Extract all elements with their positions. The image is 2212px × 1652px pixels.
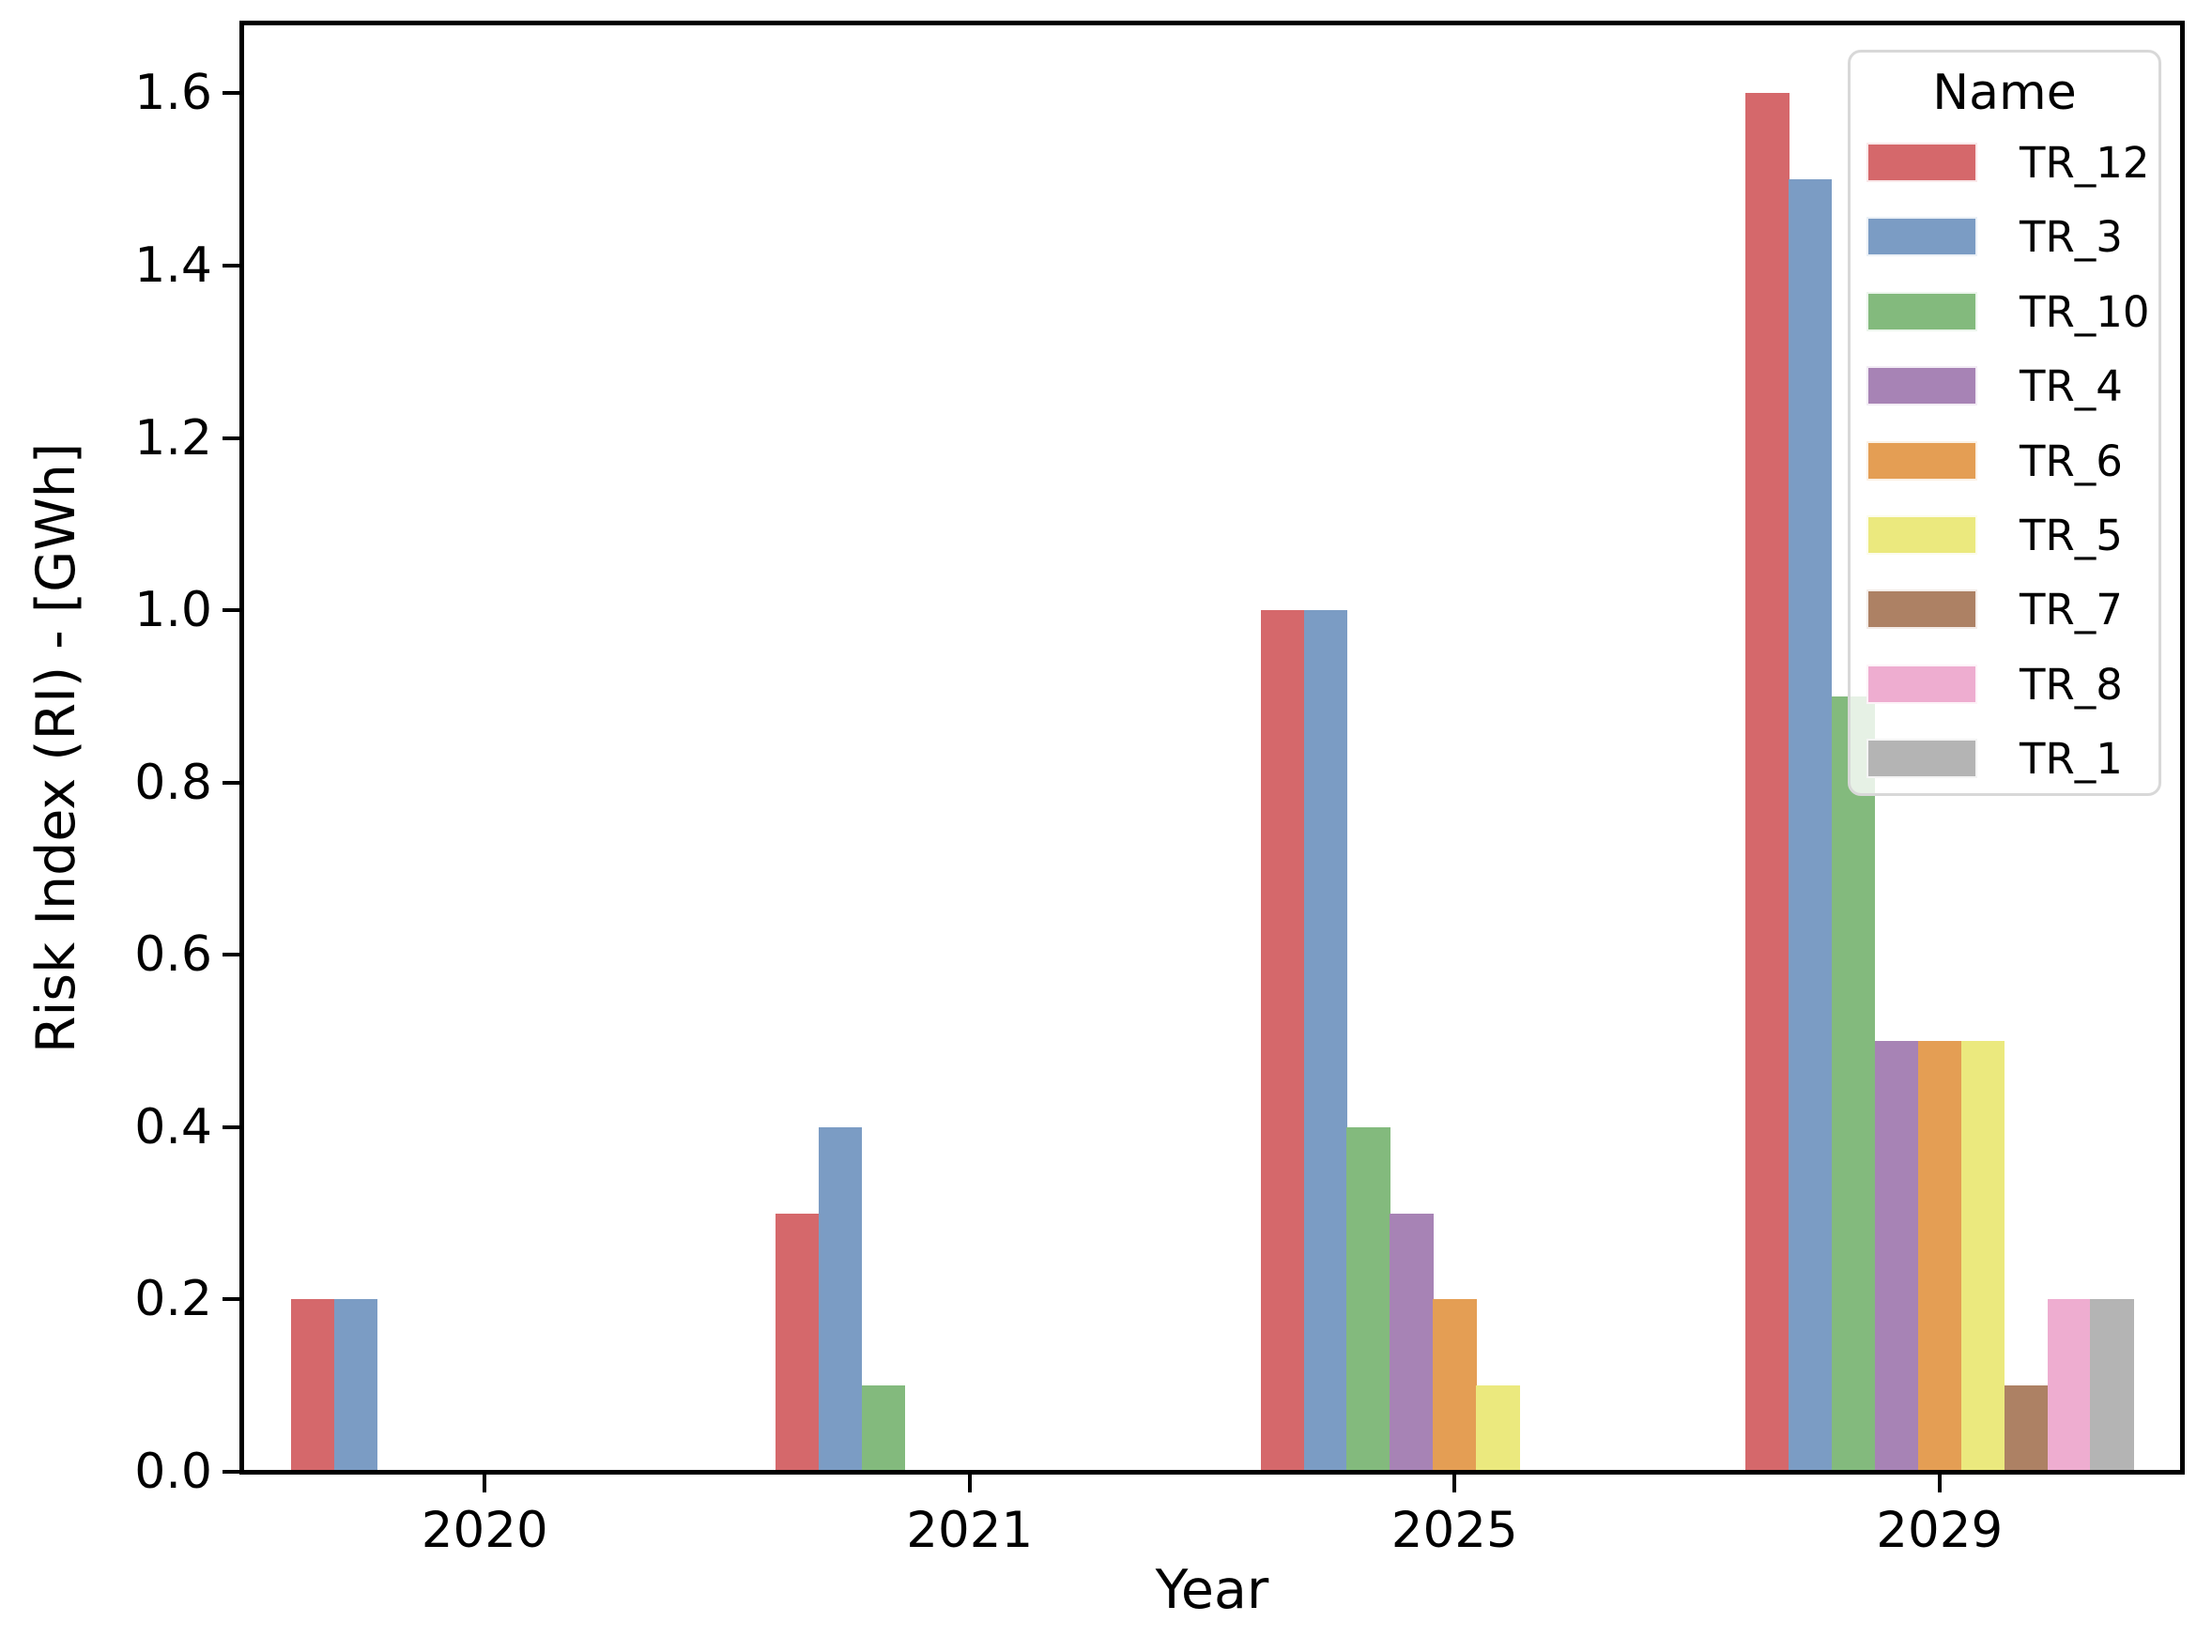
bar-TR_3-2025	[1303, 610, 1347, 1472]
bar-TR_10-2029	[1831, 696, 1876, 1472]
bar-TR_5-2029	[1960, 1041, 2005, 1472]
bar-TR_12-2021	[776, 1213, 820, 1472]
x-tick-label: 2020	[421, 1502, 548, 1559]
bar-TR_4-2029	[1874, 1041, 1919, 1472]
legend-label: TR_1	[2020, 734, 2123, 785]
x-tick-mark	[1937, 1475, 1942, 1492]
legend-title: Name	[1932, 65, 2077, 121]
legend-swatch-icon	[1866, 366, 1977, 406]
bar-TR_12-2020	[290, 1299, 335, 1472]
x-tick-label: 2029	[1876, 1502, 2004, 1559]
legend-swatch-icon	[1866, 291, 1977, 331]
y-tick-label: 0.2	[134, 1271, 212, 1328]
legend-label: TR_5	[2020, 511, 2123, 560]
x-tick-mark	[1452, 1475, 1457, 1492]
legend-item-TR_5: TR_5	[1851, 511, 2158, 560]
legend-item-TR_1: TR_1	[1851, 734, 2158, 785]
legend-swatch-icon	[1866, 739, 1977, 779]
legend-swatch-icon	[1866, 440, 1977, 481]
y-tick-label: 1.4	[134, 237, 212, 294]
bar-TR_1-2029	[2090, 1299, 2134, 1472]
legend-swatch-icon	[1866, 217, 1977, 257]
legend-label: TR_12	[2020, 138, 2150, 188]
legend: Name TR_12 TR_3 TR_10 TR_4 TR_6 TR_5 TR_7 TR_8 T…	[1848, 50, 2161, 796]
legend-label: TR_7	[2020, 585, 2123, 635]
bar-TR_12-2029	[1745, 93, 1790, 1472]
y-tick-mark	[223, 1124, 240, 1129]
bar-TR_3-2021	[819, 1126, 863, 1472]
y-tick-label: 0.8	[134, 754, 212, 811]
bar-TR_10-2021	[861, 1385, 906, 1472]
legend-item-TR_12: TR_12	[1851, 138, 2158, 188]
legend-item-TR_8: TR_8	[1851, 659, 2158, 710]
bar-TR_12-2025	[1260, 610, 1305, 1472]
bar-TR_3-2020	[333, 1299, 377, 1472]
legend-item-TR_6: TR_6	[1851, 436, 2158, 486]
y-tick-mark	[223, 263, 240, 268]
y-tick-mark	[223, 436, 240, 440]
y-tick-mark	[223, 91, 240, 96]
y-tick-mark	[223, 1297, 240, 1302]
legend-label: TR_4	[2020, 361, 2123, 412]
x-tick-label: 2025	[1390, 1502, 1518, 1559]
bar-TR_10-2025	[1346, 1126, 1390, 1472]
legend-label: TR_8	[2020, 659, 2123, 710]
legend-swatch-icon	[1866, 664, 1977, 704]
y-tick-label: 1.0	[134, 582, 212, 639]
y-tick-label: 1.2	[134, 409, 212, 467]
y-tick-label: 0.6	[134, 926, 212, 984]
legend-label: TR_6	[2020, 436, 2123, 486]
bar-TR_4-2025	[1390, 1213, 1434, 1472]
y-tick-mark	[223, 1470, 240, 1474]
y-tick-mark	[223, 953, 240, 957]
bar-TR_6-2025	[1433, 1299, 1477, 1472]
legend-swatch-icon	[1866, 143, 1977, 182]
legend-label: TR_3	[2020, 212, 2123, 263]
legend-item-TR_4: TR_4	[1851, 361, 2158, 412]
bar-TR_5-2025	[1476, 1385, 1520, 1472]
x-axis-label: Year	[1155, 1559, 1269, 1621]
legend-swatch-icon	[1866, 515, 1977, 555]
x-tick-mark	[967, 1475, 972, 1492]
bar-TR_7-2029	[2004, 1385, 2049, 1472]
x-tick-mark	[483, 1475, 487, 1492]
y-tick-mark	[223, 608, 240, 613]
y-tick-label: 0.4	[134, 1098, 212, 1155]
legend-item-TR_3: TR_3	[1851, 212, 2158, 263]
y-tick-label: 0.0	[134, 1444, 212, 1500]
bar-TR_3-2029	[1789, 179, 1833, 1472]
y-tick-label: 1.6	[134, 65, 212, 122]
x-tick-label: 2021	[906, 1502, 1034, 1559]
legend-label: TR_10	[2020, 286, 2150, 337]
legend-items: TR_12 TR_3 TR_10 TR_4 TR_6 TR_5 TR_7 TR_8 TR_1	[1851, 53, 2158, 793]
legend-item-TR_10: TR_10	[1851, 286, 2158, 337]
bar-TR_8-2029	[2047, 1299, 2091, 1472]
legend-swatch-icon	[1866, 589, 1977, 630]
legend-item-TR_7: TR_7	[1851, 585, 2158, 635]
y-tick-mark	[223, 780, 240, 785]
bar-TR_6-2029	[1917, 1041, 1962, 1472]
